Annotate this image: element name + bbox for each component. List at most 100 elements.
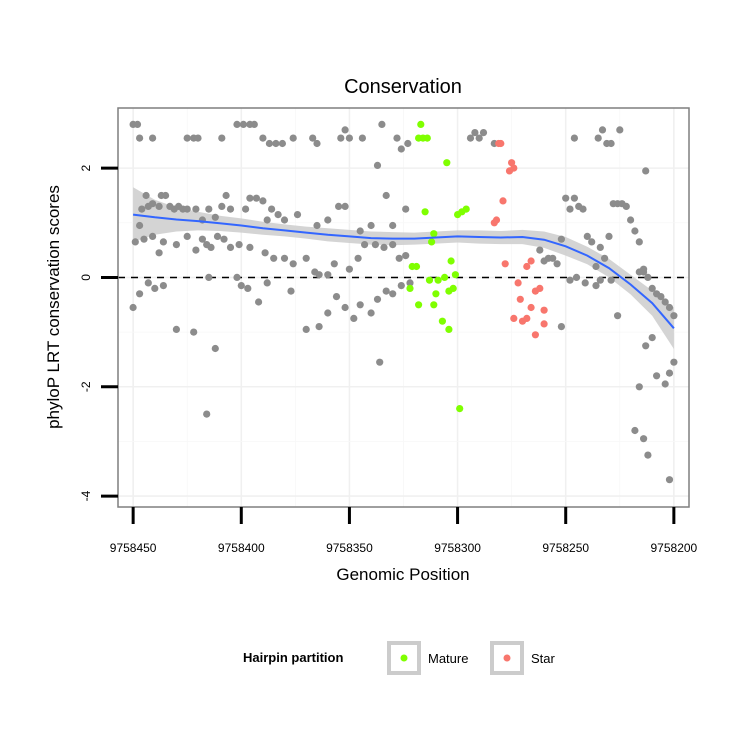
point-other — [389, 290, 397, 298]
point-other — [356, 227, 364, 235]
point-star — [510, 314, 518, 322]
point-mature — [443, 159, 451, 167]
point-other — [562, 194, 570, 202]
point-other — [136, 221, 144, 230]
point-other — [648, 334, 656, 342]
point-other — [581, 279, 589, 287]
point-other — [572, 273, 581, 281]
point-other — [376, 358, 384, 366]
point-other — [648, 284, 656, 292]
point-mature — [425, 276, 434, 284]
point-other — [389, 221, 397, 230]
x-tick-label: 9758400 — [218, 541, 265, 555]
legend-dot-star — [503, 654, 511, 662]
point-other — [194, 134, 202, 142]
point-star — [505, 167, 514, 175]
point-other — [341, 126, 349, 134]
point-other — [172, 241, 180, 249]
point-other — [131, 238, 139, 246]
point-other — [287, 287, 295, 295]
point-other — [220, 235, 228, 243]
legend-label-mature: Mature — [428, 651, 468, 666]
point-other — [393, 134, 401, 142]
point-mature — [445, 325, 453, 333]
point-mature — [430, 301, 438, 309]
point-star — [492, 216, 501, 224]
smooth-ribbon — [133, 187, 674, 349]
point-other — [239, 120, 247, 128]
point-other — [380, 243, 388, 251]
point-other — [233, 120, 241, 128]
point-star — [516, 295, 524, 303]
point-other — [605, 232, 613, 240]
point-other — [159, 282, 167, 290]
point-other — [133, 120, 142, 128]
point-other — [315, 271, 323, 279]
point-other — [627, 216, 635, 224]
point-other — [140, 235, 148, 243]
smooth-ribbon-group — [133, 187, 674, 349]
point-other — [159, 238, 167, 246]
point-other — [233, 273, 241, 281]
x-tick-label: 9758450 — [110, 541, 157, 555]
point-other — [622, 202, 630, 210]
y-tick-label: 0 — [79, 274, 93, 281]
legend-dot-mature — [400, 654, 408, 662]
point-other — [324, 216, 332, 224]
legend-title: Hairpin partition — [243, 650, 343, 665]
point-other — [635, 238, 643, 246]
point-other — [367, 221, 375, 230]
point-other — [142, 191, 150, 200]
point-other — [341, 303, 349, 312]
point-other — [356, 301, 364, 309]
point-other — [635, 383, 643, 391]
point-other — [207, 243, 215, 251]
point-other — [155, 249, 163, 257]
point-other — [373, 295, 382, 303]
point-other — [246, 194, 254, 202]
point-other — [566, 276, 574, 284]
point-other — [313, 221, 321, 230]
y-axis: -4 -2 0 2 — [79, 164, 118, 501]
point-other — [190, 328, 198, 336]
point-other — [373, 161, 382, 169]
point-other — [138, 205, 146, 213]
point-star — [514, 279, 522, 287]
point-other — [596, 243, 604, 251]
point-other — [616, 126, 624, 134]
point-other — [640, 268, 648, 276]
point-other — [570, 134, 579, 142]
point-star — [527, 303, 535, 312]
point-other — [242, 205, 250, 213]
point-star — [531, 331, 540, 339]
point-other — [270, 254, 278, 262]
point-other — [211, 344, 219, 353]
point-other — [324, 271, 332, 279]
smooth-line-group — [132, 213, 675, 329]
point-other — [235, 241, 243, 249]
point-other — [252, 194, 260, 202]
point-other — [149, 232, 157, 240]
point-mature — [441, 273, 449, 281]
point-mature — [438, 317, 446, 325]
point-other — [406, 279, 414, 287]
point-other — [397, 145, 405, 153]
point-other — [335, 202, 343, 210]
point-other — [583, 232, 591, 240]
point-mature — [415, 301, 423, 309]
point-other — [553, 260, 561, 268]
point-star — [501, 260, 509, 268]
point-other — [203, 410, 211, 418]
point-other — [345, 134, 353, 142]
point-other — [549, 254, 557, 262]
point-other — [268, 205, 276, 213]
point-other — [151, 284, 159, 292]
point-other — [330, 260, 338, 268]
y-tick-label: 2 — [79, 164, 93, 171]
plot-panel — [117, 107, 690, 508]
point-mature — [445, 287, 453, 295]
point-other — [661, 298, 669, 306]
point-other — [592, 282, 600, 290]
point-other — [263, 216, 271, 224]
